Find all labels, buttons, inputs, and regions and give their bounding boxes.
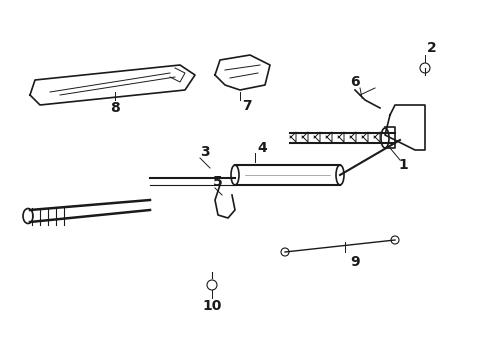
Text: 8: 8 (110, 101, 120, 115)
Text: 10: 10 (202, 299, 221, 313)
Text: 1: 1 (397, 158, 407, 172)
Text: 4: 4 (257, 141, 266, 155)
Text: 2: 2 (426, 41, 436, 55)
Text: 5: 5 (213, 175, 223, 189)
Text: 7: 7 (242, 99, 251, 113)
Text: 6: 6 (349, 75, 359, 89)
Text: 3: 3 (200, 145, 209, 159)
Text: 9: 9 (349, 255, 359, 269)
